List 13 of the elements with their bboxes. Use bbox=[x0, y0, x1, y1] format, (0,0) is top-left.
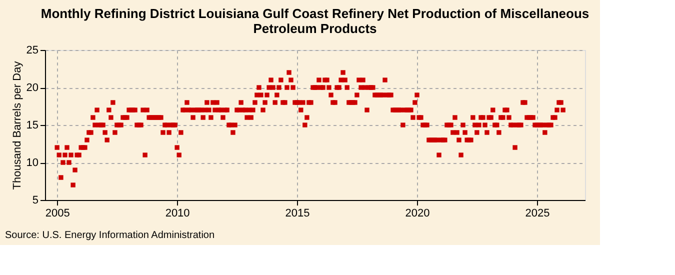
y-tick-label: 10 bbox=[26, 157, 38, 169]
y-tick-label: 25 bbox=[26, 44, 38, 56]
x-tick-label: 2025 bbox=[525, 208, 550, 220]
x-tick-label: 2015 bbox=[285, 208, 310, 220]
source-note: Source: U.S. Energy Information Administration bbox=[5, 230, 215, 241]
y-tick-label: 15 bbox=[26, 120, 38, 132]
y-tick-label: 20 bbox=[26, 82, 38, 94]
chart-title: Monthly Refining District Louisiana Gulf Coast Refinery Net Production of Miscellaneous Petroleum Products bbox=[40, 6, 590, 36]
x-tick-label: 2010 bbox=[165, 208, 190, 220]
x-tick-label: 2020 bbox=[405, 208, 430, 220]
x-tick-label: 2005 bbox=[45, 208, 70, 220]
y-tick-label: 5 bbox=[32, 194, 38, 206]
y-axis-title: Thousand Barrels per Day bbox=[11, 60, 24, 190]
